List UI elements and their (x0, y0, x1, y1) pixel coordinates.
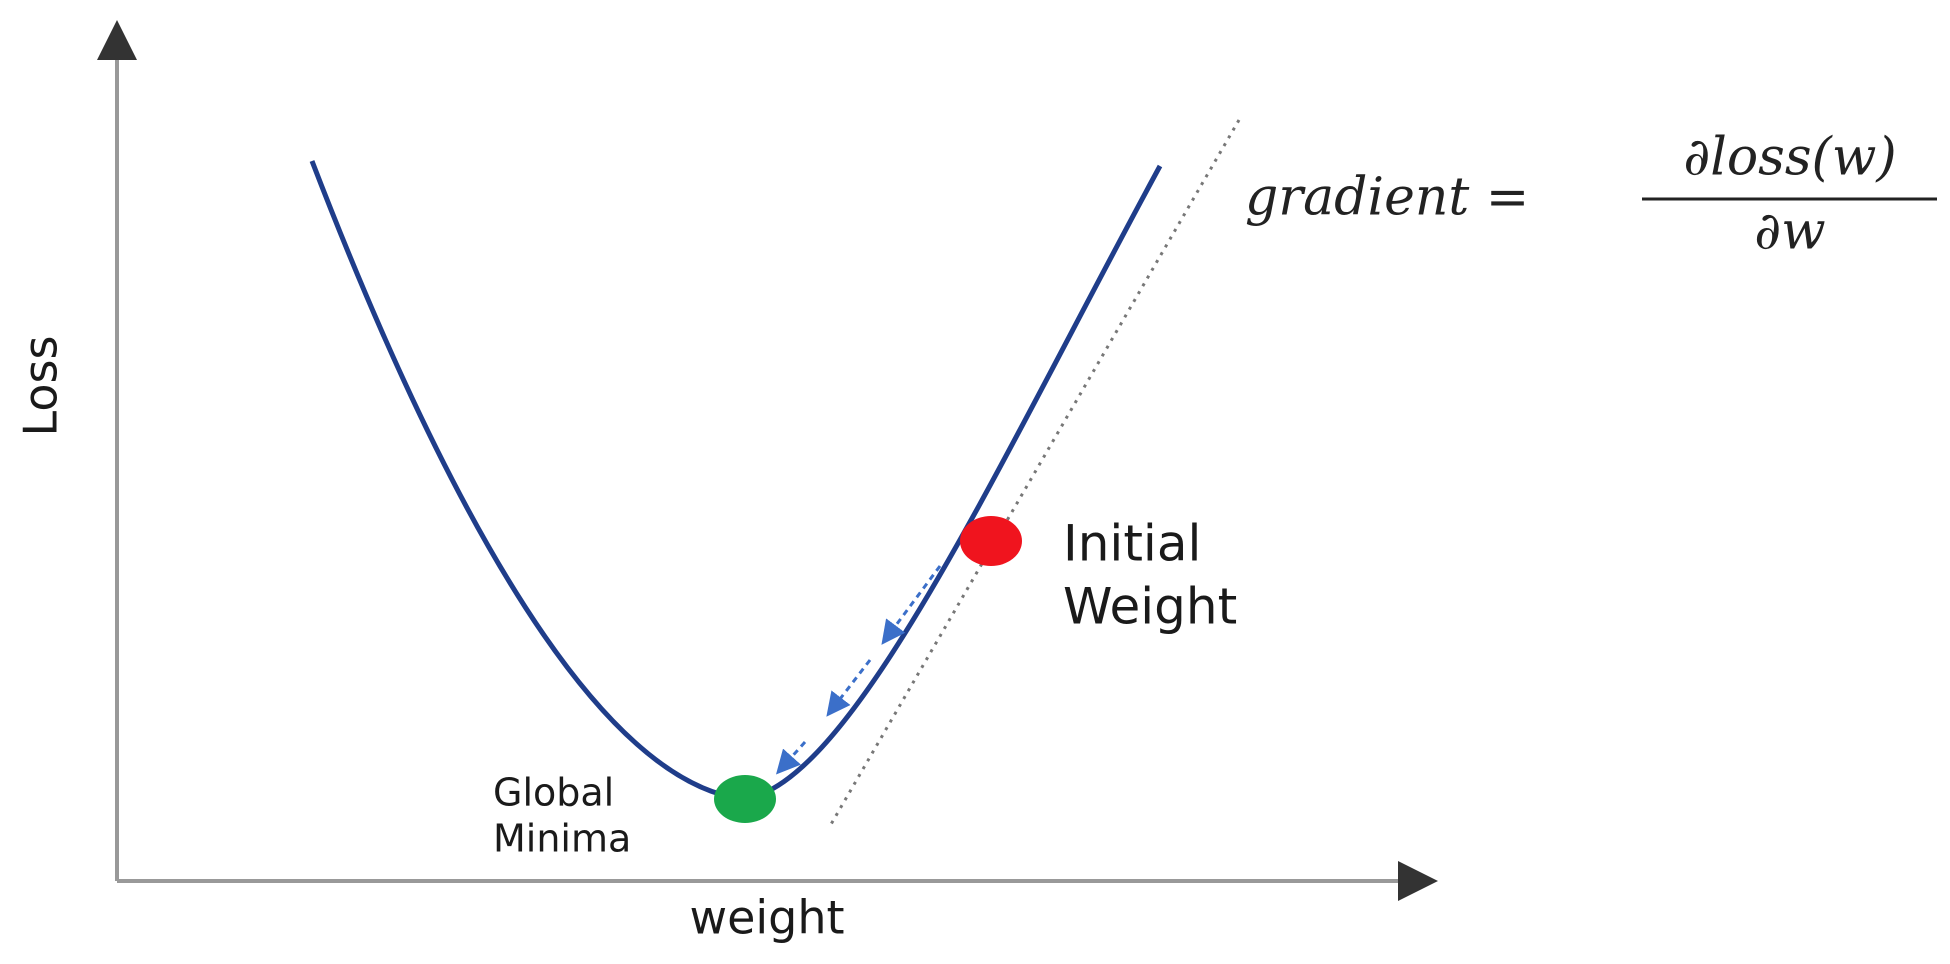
tangent-line (828, 119, 1241, 827)
loss-curve (309, 160, 1163, 802)
formula-denominator: ∂w (1754, 202, 1825, 262)
descent-arrows (776, 565, 942, 775)
initial-label: Weight (1063, 578, 1237, 636)
minimum-label: Global (493, 771, 614, 815)
formula-numerator: ∂loss(w) (1683, 128, 1896, 188)
initial-weight-point (960, 516, 1022, 566)
initial-label: Initial (1063, 515, 1201, 573)
global-minimum-point (714, 775, 776, 823)
x-axis-label: weight (689, 891, 844, 945)
minimum-label: Minima (493, 817, 631, 861)
formula-lhs: gradient = (1245, 168, 1529, 228)
y-axis-label: Loss (14, 336, 68, 437)
